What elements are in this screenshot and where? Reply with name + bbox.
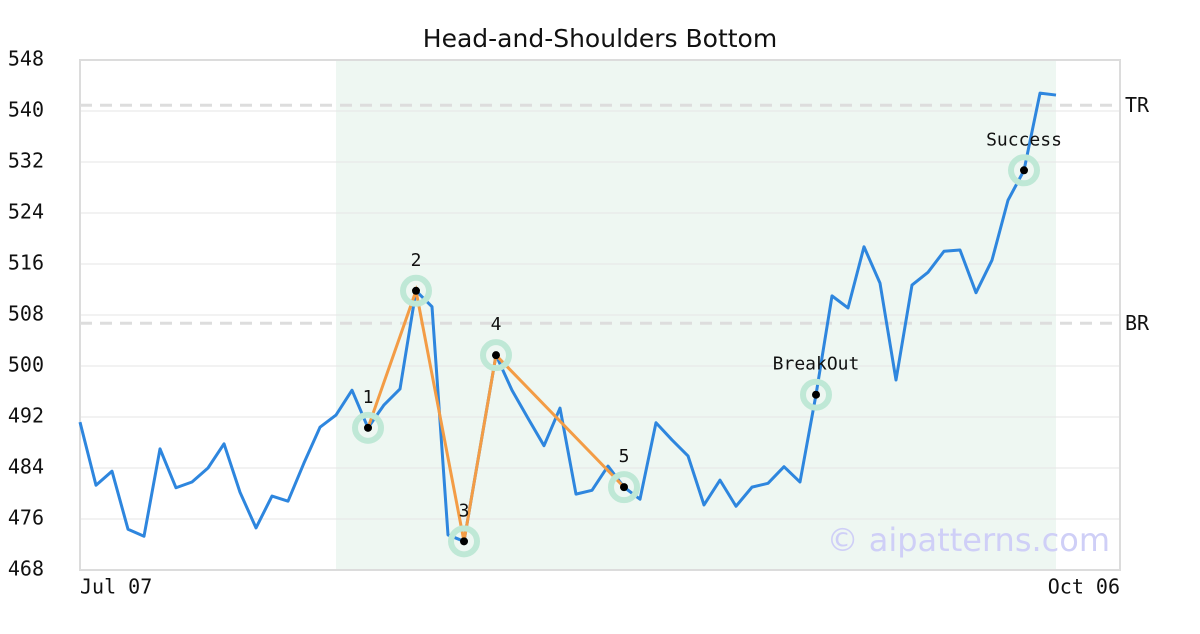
marker-halo — [448, 525, 480, 558]
marker-halo — [608, 471, 640, 504]
marker-label: 1 — [363, 387, 374, 408]
y-tick-label: 500 — [8, 353, 44, 377]
marker-dot — [1020, 166, 1028, 175]
marker-halo — [1008, 154, 1040, 187]
y-tick-label: 548 — [8, 47, 44, 71]
marker-dot — [492, 351, 500, 360]
y-tick-label: 540 — [8, 98, 44, 122]
marker-label: 3 — [459, 500, 470, 521]
y-tick-label: 516 — [8, 251, 44, 275]
y-tick-label: 524 — [8, 200, 44, 224]
marker-label: 4 — [491, 314, 502, 335]
price-line — [78, 91, 1057, 543]
marker-dot — [812, 390, 820, 399]
watermark: © aipatterns.com — [827, 521, 1110, 559]
y-tick-label: 468 — [8, 557, 44, 581]
chart-title: Head-and-Shoulders Bottom — [423, 24, 777, 53]
marker-halo — [480, 339, 512, 372]
y-tick-label: 476 — [8, 506, 44, 530]
marker-dot — [620, 483, 628, 492]
marker-dot — [364, 423, 372, 432]
reference-label: BR — [1125, 311, 1150, 335]
marker-halo — [400, 274, 432, 307]
marker-label: BreakOut — [773, 354, 860, 375]
y-tick-label: 508 — [8, 302, 44, 326]
marker-dot — [460, 537, 468, 546]
marker-label: Success — [986, 129, 1062, 150]
marker-label: 2 — [411, 250, 422, 271]
plot-frame — [79, 59, 1121, 571]
reference-label: TR — [1125, 93, 1150, 117]
x-tick-label: Oct 06 — [1048, 575, 1120, 599]
marker-label: 5 — [619, 446, 630, 467]
y-tick-label: 532 — [8, 149, 44, 173]
marker-halo — [800, 378, 832, 411]
marker-dot — [412, 286, 420, 295]
y-tick-label: 492 — [8, 404, 44, 428]
x-tick-label: Jul 07 — [80, 575, 152, 599]
marker-halo — [352, 411, 384, 444]
y-tick-label: 484 — [8, 455, 44, 479]
